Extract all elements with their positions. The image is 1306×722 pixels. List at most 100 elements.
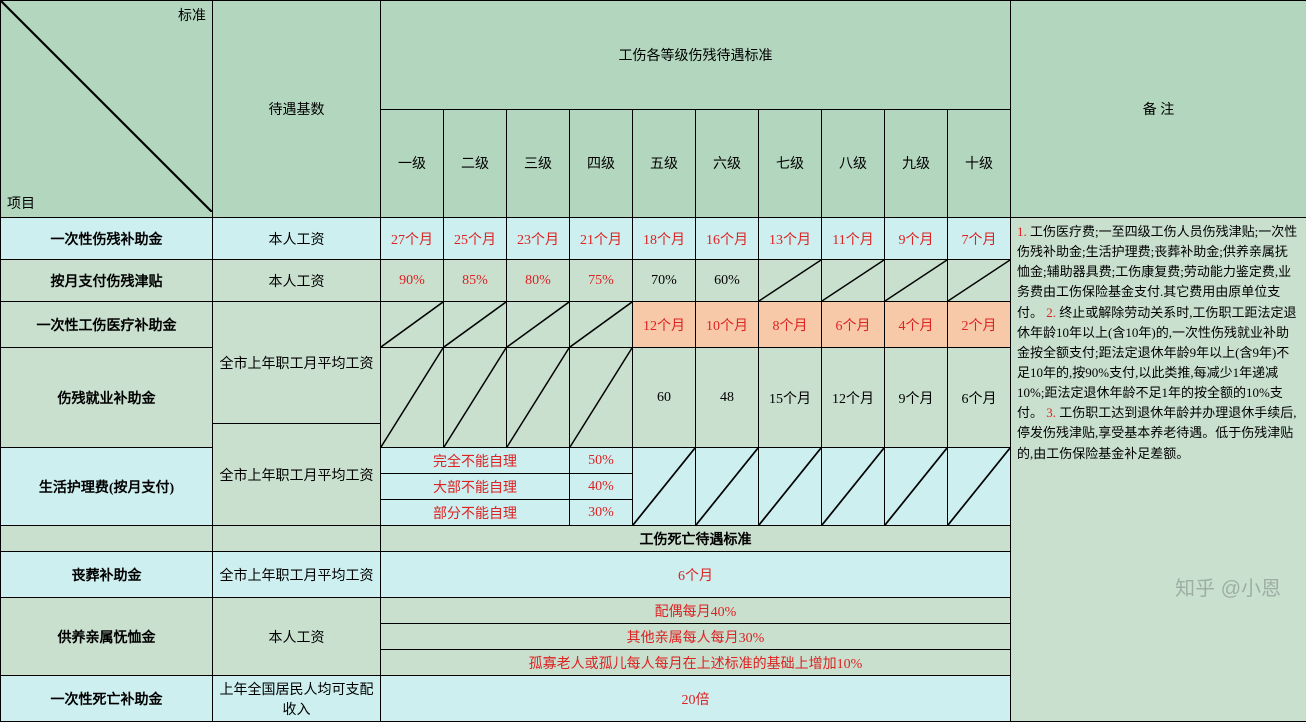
r1-v8: 11个月 [822,218,885,260]
r1-name: 一次性伤残补助金 [1,218,213,260]
death-blank2 [213,526,381,552]
rem-t3: 工伤职工达到退休年龄并办理退休手续后,停发伤残津贴,享受基本养老待遇。低于伤残津… [1017,405,1297,460]
r2-v5: 70% [633,260,696,302]
r1-v3: 23个月 [507,218,570,260]
table-wrap: 标准 项目 待遇基数 工伤各等级伤残待遇标准 备 注 一级 二级 三级 四级 五… [0,0,1306,621]
care-s2 [696,448,759,526]
r2-v10 [948,260,1011,302]
r4-v7: 15个月 [759,348,822,448]
lvl-10: 十级 [948,109,1011,218]
rem-n3: 3. [1046,405,1056,420]
r1-v2: 25个月 [444,218,507,260]
r3-v9: 4个月 [885,302,948,348]
r2-v8 [822,260,885,302]
r4-v4 [570,348,633,448]
lvl-8: 八级 [822,109,885,218]
hdr-remarks: 备 注 [1011,1,1306,218]
hdr-diag: 标准 项目 [1,1,213,218]
r1-v7: 13个月 [759,218,822,260]
r8-val: 20倍 [381,676,1011,722]
r5-basis: 全市上年职工月平均工资 [213,424,381,526]
r4-v9: 9个月 [885,348,948,448]
diag-top: 标准 [178,5,206,25]
r2-basis: 本人工资 [213,260,381,302]
lvl-2: 二级 [444,109,507,218]
r7-name: 供养亲属怃恤金 [1,598,213,676]
r3-v1 [381,302,444,348]
r3-v8: 6个月 [822,302,885,348]
r6-name: 丧葬补助金 [1,552,213,598]
r6-val: 6个月 [381,552,1011,598]
r5-name: 生活护理费(按月支付) [1,448,213,526]
lvl-5: 五级 [633,109,696,218]
r1-basis: 本人工资 [213,218,381,260]
care-s5 [885,448,948,526]
care2-pct: 40% [570,474,633,500]
care3-pct: 30% [570,500,633,526]
r2-v9 [885,260,948,302]
r4-v1 [381,348,444,448]
r2-v2: 85% [444,260,507,302]
lvl-4: 四级 [570,109,633,218]
lvl-1: 一级 [381,109,444,218]
r4-v5: 60 [633,348,696,448]
diag-bottom: 项目 [7,193,35,213]
care-s3 [759,448,822,526]
r7-l2: 其他亲属每人每月30% [381,624,1011,650]
care1-pct: 50% [570,448,633,474]
r1-v1: 27个月 [381,218,444,260]
r2-v1: 90% [381,260,444,302]
r2-name: 按月支付伤残津贴 [1,260,213,302]
care2-label: 大部不能自理 [381,474,570,500]
r6-basis: 全市上年职工月平均工资 [213,552,381,598]
death-blank1 [1,526,213,552]
r7-l1: 配偶每月40% [381,598,1011,624]
lvl-7: 七级 [759,109,822,218]
care-s1 [633,448,696,526]
r1-v5: 18个月 [633,218,696,260]
lvl-9: 九级 [885,109,948,218]
r3-name: 一次性工伤医疗补助金 [1,302,213,348]
r7-basis: 本人工资 [213,598,381,676]
r3-v5: 12个月 [633,302,696,348]
r2-v6: 60% [696,260,759,302]
r3-basis: 全市上年职工月平均工资 [213,302,381,424]
r1-v4: 21个月 [570,218,633,260]
r3-v2 [444,302,507,348]
r4-v8: 12个月 [822,348,885,448]
r2-v7 [759,260,822,302]
care-s4 [822,448,885,526]
r1-v10: 7个月 [948,218,1011,260]
hdr-disability-title: 工伤各等级伤残待遇标准 [381,1,1011,110]
r4-v3 [507,348,570,448]
rem-t2: 终止或解除劳动关系时,工伤职工距法定退休年龄10年以上(含10年)的,一次性伤残… [1017,305,1297,421]
r3-v6: 10个月 [696,302,759,348]
compensation-table: 标准 项目 待遇基数 工伤各等级伤残待遇标准 备 注 一级 二级 三级 四级 五… [0,0,1306,722]
care3-label: 部分不能自理 [381,500,570,526]
lvl-6: 六级 [696,109,759,218]
r1-v9: 9个月 [885,218,948,260]
header-row-1: 标准 项目 待遇基数 工伤各等级伤残待遇标准 备 注 [1,1,1306,110]
lvl-3: 三级 [507,109,570,218]
r4-name: 伤残就业补助金 [1,348,213,448]
r3-v10: 2个月 [948,302,1011,348]
row-lump-disability: 一次性伤残补助金 本人工资 27个月 25个月 23个月 21个月 18个月 1… [1,218,1306,260]
rem-n2: 2. [1046,305,1056,320]
death-title: 工伤死亡待遇标准 [381,526,1011,552]
r3-v4 [570,302,633,348]
r8-name: 一次性死亡补助金 [1,676,213,722]
r1-v6: 16个月 [696,218,759,260]
r3-v3 [507,302,570,348]
r4-v6: 48 [696,348,759,448]
care-s6 [948,448,1011,526]
r2-v3: 80% [507,260,570,302]
care1-label: 完全不能自理 [381,448,570,474]
r7-l3: 孤寡老人或孤儿每人每月在上述标准的基础上增加10% [381,650,1011,676]
r3-v7: 8个月 [759,302,822,348]
r2-v4: 75% [570,260,633,302]
rem-n1: 1. [1017,224,1027,239]
remarks-cell: 1. 工伤医疗费;一至四级工伤人员伤残津贴;一次性伤残补助金;生活护理费;丧葬补… [1011,218,1306,722]
r4-v2 [444,348,507,448]
r8-basis: 上年全国居民人均可支配收入 [213,676,381,722]
hdr-basis: 待遇基数 [213,1,381,218]
